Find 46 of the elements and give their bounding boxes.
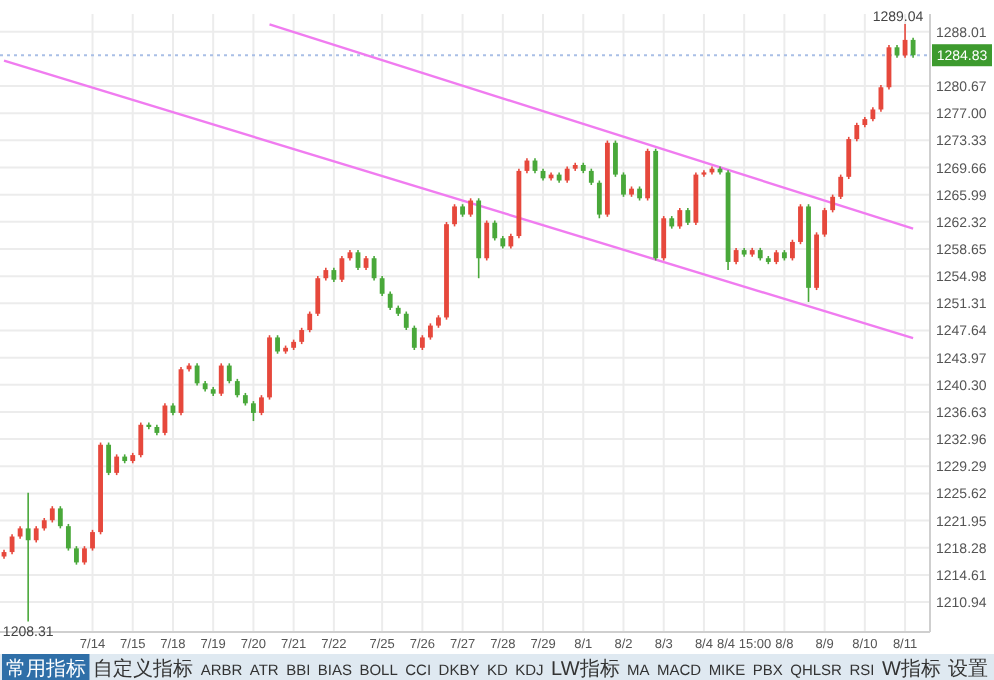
- candlestick: [910, 36, 916, 59]
- candlestick: [596, 179, 602, 220]
- candlestick: [645, 147, 651, 202]
- candlestick: [677, 207, 683, 230]
- candlestick: [468, 197, 474, 218]
- candlestick: [275, 334, 280, 355]
- text: 自定义指标: [93, 657, 194, 680]
- candlestick: [307, 310, 313, 334]
- text: W指标: [881, 657, 941, 680]
- candlestick: [452, 203, 457, 228]
- candlestick: [411, 324, 417, 351]
- candlestick: [371, 255, 377, 282]
- candlestick: [74, 545, 79, 566]
- candlestick: [822, 207, 828, 238]
- candlestick: [226, 362, 232, 385]
- candlestick: [114, 453, 120, 476]
- candlestick: [106, 441, 112, 476]
- candlestick: [218, 362, 224, 397]
- candlestick: [854, 122, 860, 143]
- candlestick: [613, 139, 618, 178]
- candlestick: [661, 215, 667, 262]
- candlestick: [387, 290, 393, 311]
- candlestick: [798, 203, 803, 245]
- candlestick: [621, 171, 626, 198]
- candlestick: [838, 173, 844, 200]
- text: LW指标: [551, 657, 620, 680]
- candlestick: [138, 421, 144, 459]
- candlestick: [790, 238, 795, 262]
- candlestick: [484, 219, 490, 262]
- candlestick: [25, 492, 31, 623]
- candlestick: [379, 275, 385, 297]
- text: 设置: [948, 657, 989, 680]
- candlestick: [315, 275, 321, 317]
- candlestick: [259, 394, 264, 416]
- candlestick: [65, 523, 71, 552]
- candlestick: [90, 529, 95, 552]
- candlestick: [194, 362, 200, 387]
- candlestick: [234, 378, 240, 399]
- candlestick: [82, 545, 87, 566]
- candlestick: [251, 400, 256, 422]
- text: 常用指标: [5, 657, 86, 680]
- candlestick: [57, 505, 63, 530]
- candlestick: [403, 310, 409, 331]
- candlestick: [846, 136, 852, 180]
- candlestick: [339, 255, 345, 283]
- candlestick: [492, 219, 498, 242]
